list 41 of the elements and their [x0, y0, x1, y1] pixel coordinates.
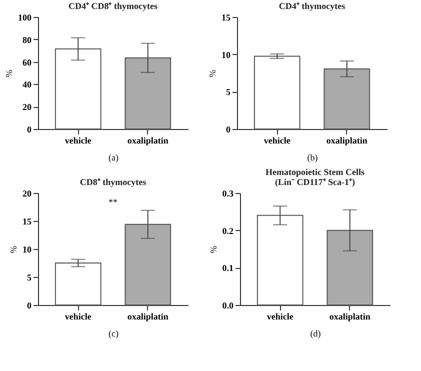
- text: (a): [108, 152, 118, 162]
- y-axis-title: %: [208, 69, 218, 78]
- text: (b): [307, 152, 318, 162]
- y-tick-label: 60: [22, 57, 32, 68]
- chart-title: CD4⁺ thymocytes: [278, 1, 346, 11]
- y-tick-label: 0.0: [222, 300, 234, 310]
- y-tick-label: 20: [22, 188, 32, 198]
- y-tick-label: 0: [27, 300, 32, 310]
- y-tick-label: 80: [22, 34, 32, 45]
- y-tick-label: 20: [22, 102, 32, 112]
- y-tick-label: 0.1: [222, 263, 234, 274]
- y-tick-label: 0: [226, 124, 231, 134]
- y-tick-label: 15: [222, 12, 231, 22]
- y-tick-label: 10: [22, 244, 32, 254]
- chart-title: CD4⁺ CD8⁺ thymocytes: [68, 1, 158, 11]
- x-tick-label: vehicle: [64, 136, 92, 146]
- y-tick-label: 5: [226, 87, 231, 98]
- y-tick-label: 15: [22, 216, 32, 226]
- chart-title: Hematopoietic Stem Cells: [266, 167, 365, 177]
- y-tick-label: 5: [27, 272, 32, 282]
- chart-title: CD8⁺ thymocytes: [80, 177, 147, 187]
- text: (c): [108, 328, 118, 338]
- x-tick-label: oxaliplatin: [329, 312, 370, 322]
- x-tick-label: vehicle: [64, 312, 92, 322]
- y-tick-label: 0.2: [222, 226, 234, 236]
- chart-subtitle: (Lin⁻ CD117⁺ Sca-1⁺): [274, 177, 356, 187]
- x-tick-label: oxaliplatin: [326, 136, 368, 146]
- y-axis-title: %: [208, 245, 218, 254]
- x-tick-label: vehicle: [266, 312, 294, 322]
- y-axis-title: %: [8, 245, 18, 254]
- y-axis-title: %: [4, 69, 14, 78]
- text: (d): [310, 328, 321, 338]
- y-tick-label: 40: [22, 80, 32, 90]
- x-tick-label: vehicle: [264, 136, 290, 146]
- x-tick-label: oxaliplatin: [127, 312, 168, 322]
- x-tick-label: oxaliplatin: [127, 136, 168, 146]
- y-tick-label: 0: [27, 124, 32, 134]
- y-tick-label: 10: [222, 50, 231, 60]
- annotation: **: [108, 197, 118, 207]
- y-tick-label: 100: [18, 12, 32, 22]
- y-tick-label: 0.3: [222, 188, 234, 198]
